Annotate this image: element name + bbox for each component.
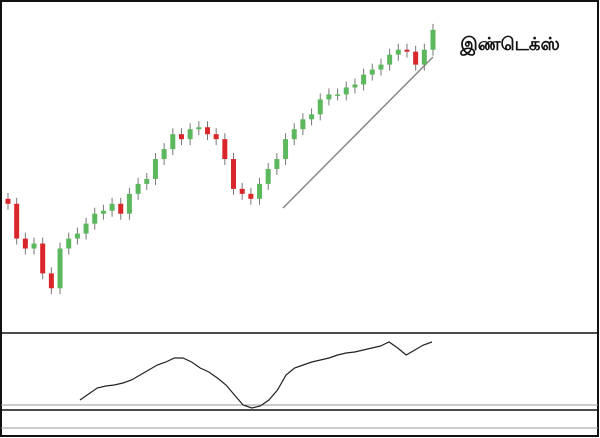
candle-body: [100, 210, 106, 214]
candle-body: [178, 134, 184, 140]
candle-body: [170, 134, 176, 150]
candle-body: [204, 127, 210, 135]
candle-body: [335, 94, 341, 96]
candle-body: [144, 178, 150, 184]
trend-line: [282, 56, 434, 209]
candle-body: [57, 248, 63, 289]
candle-body: [291, 129, 297, 140]
candle-body: [421, 49, 427, 65]
candle-body: [326, 94, 332, 100]
candle-body: [74, 233, 80, 239]
chart-title: இண்டெக்ஸ்: [459, 34, 560, 55]
candle-body: [213, 134, 219, 140]
candle-body: [317, 99, 323, 115]
candle-body: [118, 203, 124, 214]
candle-body: [283, 139, 289, 160]
candle-body: [109, 203, 115, 211]
candle-body: [31, 243, 37, 249]
candle-body: [48, 273, 54, 289]
candle-body: [369, 69, 375, 75]
candles: [5, 23, 436, 295]
candle-body: [66, 238, 72, 249]
candle-body: [343, 87, 349, 95]
candle-body: [135, 183, 141, 194]
candle-body: [196, 127, 202, 130]
candle-body: [257, 183, 263, 199]
candle-body: [92, 213, 98, 224]
candle-body: [413, 51, 419, 65]
candle-body: [126, 193, 132, 214]
candle-body: [248, 193, 254, 199]
candle-body: [309, 114, 315, 120]
candle-body: [161, 149, 167, 160]
candle-body: [152, 159, 158, 179]
candle-body: [352, 84, 358, 88]
candle-body: [187, 129, 193, 140]
candle-body: [83, 223, 89, 234]
candle-body: [395, 49, 401, 55]
candle-body: [265, 168, 271, 184]
candle-body: [387, 54, 393, 65]
candle-body: [300, 119, 306, 130]
candle-body: [40, 243, 46, 274]
candle-body: [5, 198, 11, 204]
candle-body: [22, 238, 28, 249]
candle-body: [361, 74, 367, 85]
indicator: [79, 341, 433, 409]
candle-body: [14, 203, 20, 239]
candle-body: [430, 29, 436, 50]
candle-body: [222, 139, 228, 160]
candle-body: [378, 64, 384, 70]
candle-body: [231, 159, 237, 189]
candle-body: [274, 159, 280, 169]
indicator-line: [79, 341, 433, 409]
candle-body: [239, 188, 245, 194]
candle-body: [404, 49, 410, 52]
